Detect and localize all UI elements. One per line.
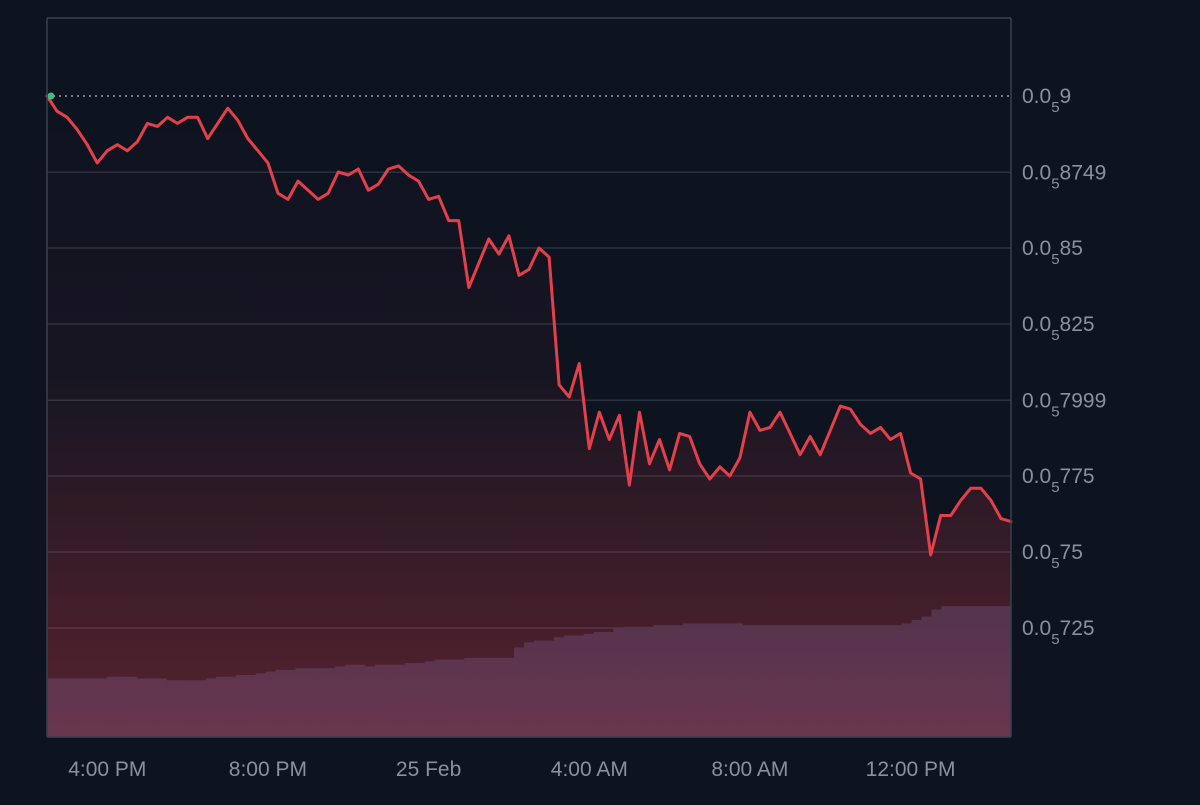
y-tick-label: 0.059 (1022, 85, 1071, 116)
x-tick-label: 12:00 PM (866, 758, 956, 781)
y-tick-label: 0.0585 (1022, 237, 1083, 268)
x-tick-label: 8:00 PM (229, 758, 307, 781)
x-tick-label: 4:00 PM (68, 758, 146, 781)
y-tick-label: 0.05775 (1022, 465, 1095, 496)
y-tick-label: 0.05825 (1022, 313, 1095, 344)
plot-frame (46, 17, 1012, 738)
price-series-line (45, 94, 1013, 557)
y-tick-label: 0.05725 (1022, 617, 1095, 648)
price-area (47, 96, 1011, 737)
price-line (45, 92, 1013, 557)
y-tick-label: 0.057999 (1022, 389, 1106, 420)
price-area-fill (47, 96, 1011, 737)
start-marker (47, 92, 55, 100)
y-tick-label: 0.058749 (1022, 161, 1106, 192)
x-tick-label: 8:00 AM (711, 758, 788, 781)
y-axis-labels: 0.059 0.058749 0.0585 0.05825 0.057999 0.0577… (1022, 85, 1106, 648)
y-tick-label: 0.0575 (1022, 541, 1083, 572)
x-tick-label: 4:00 AM (551, 758, 628, 781)
x-axis-labels: 4:00 PM 8:00 PM 25 Feb 4:00 AM 8:00 AM 12:00 … (68, 758, 955, 781)
x-tick-label: 25 Feb (396, 758, 461, 781)
